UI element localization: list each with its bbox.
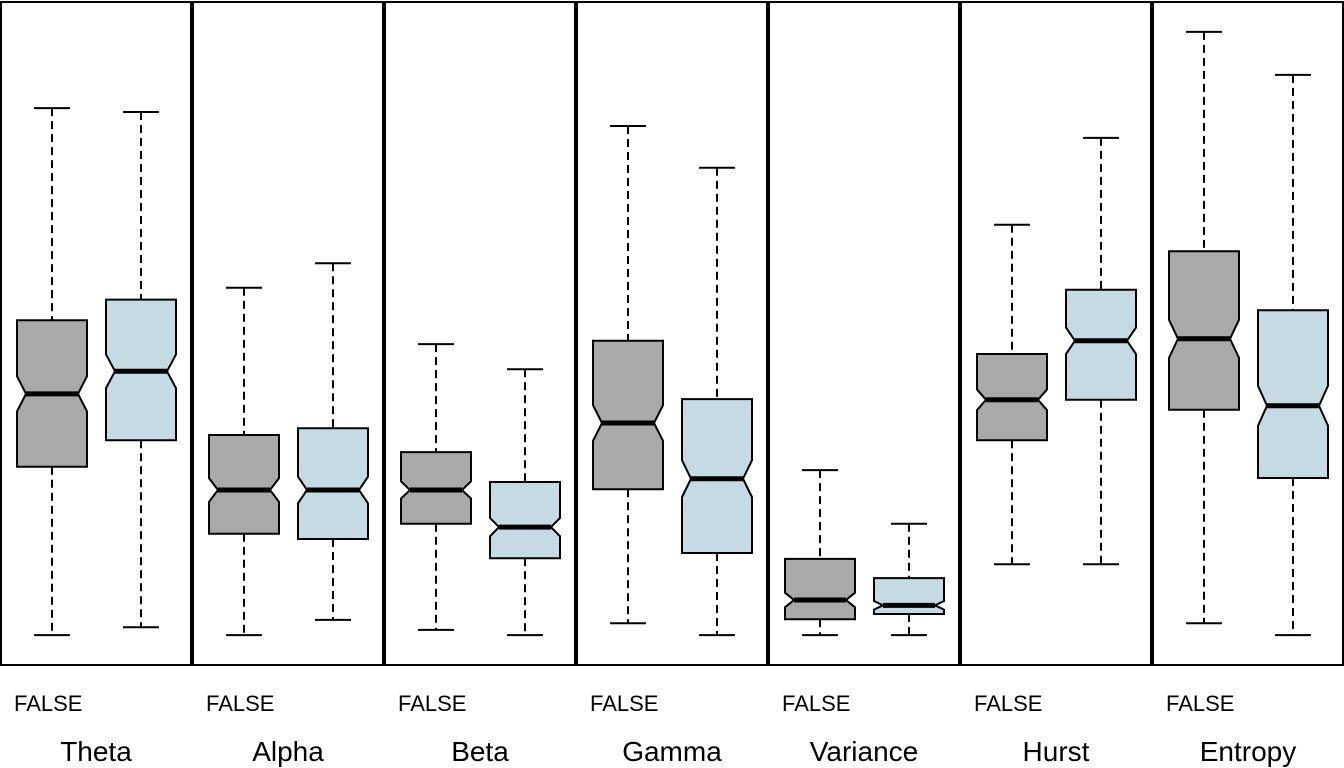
category-label: FALSE [782,691,850,716]
panel-title: Entropy [1200,736,1297,767]
category-label: FALSE [14,691,82,716]
box [784,557,856,621]
panel-title: Gamma [622,736,722,767]
box [208,433,280,535]
category-label: FALSE [1166,691,1234,716]
panel-title: Variance [810,736,918,767]
panel-title: Hurst [1023,736,1090,767]
box [489,481,561,560]
panel [1152,1,1344,666]
panel [384,1,576,666]
box [1257,309,1329,480]
box [297,427,369,541]
panel-title: Beta [451,736,509,767]
category-label: FALSE [974,691,1042,716]
panel [0,1,192,666]
box [592,339,664,491]
panel [576,1,768,666]
box [873,577,945,615]
panel-title: Alpha [252,736,324,767]
box [976,353,1048,442]
panel [960,1,1152,666]
panel [192,1,384,666]
box [681,398,753,554]
category-label: FALSE [206,691,274,716]
panel-title: Theta [60,736,132,767]
category-label: FALSE [590,691,658,716]
box [1168,250,1240,411]
category-label: FALSE [398,691,466,716]
box [1065,288,1137,401]
panel [768,1,960,666]
